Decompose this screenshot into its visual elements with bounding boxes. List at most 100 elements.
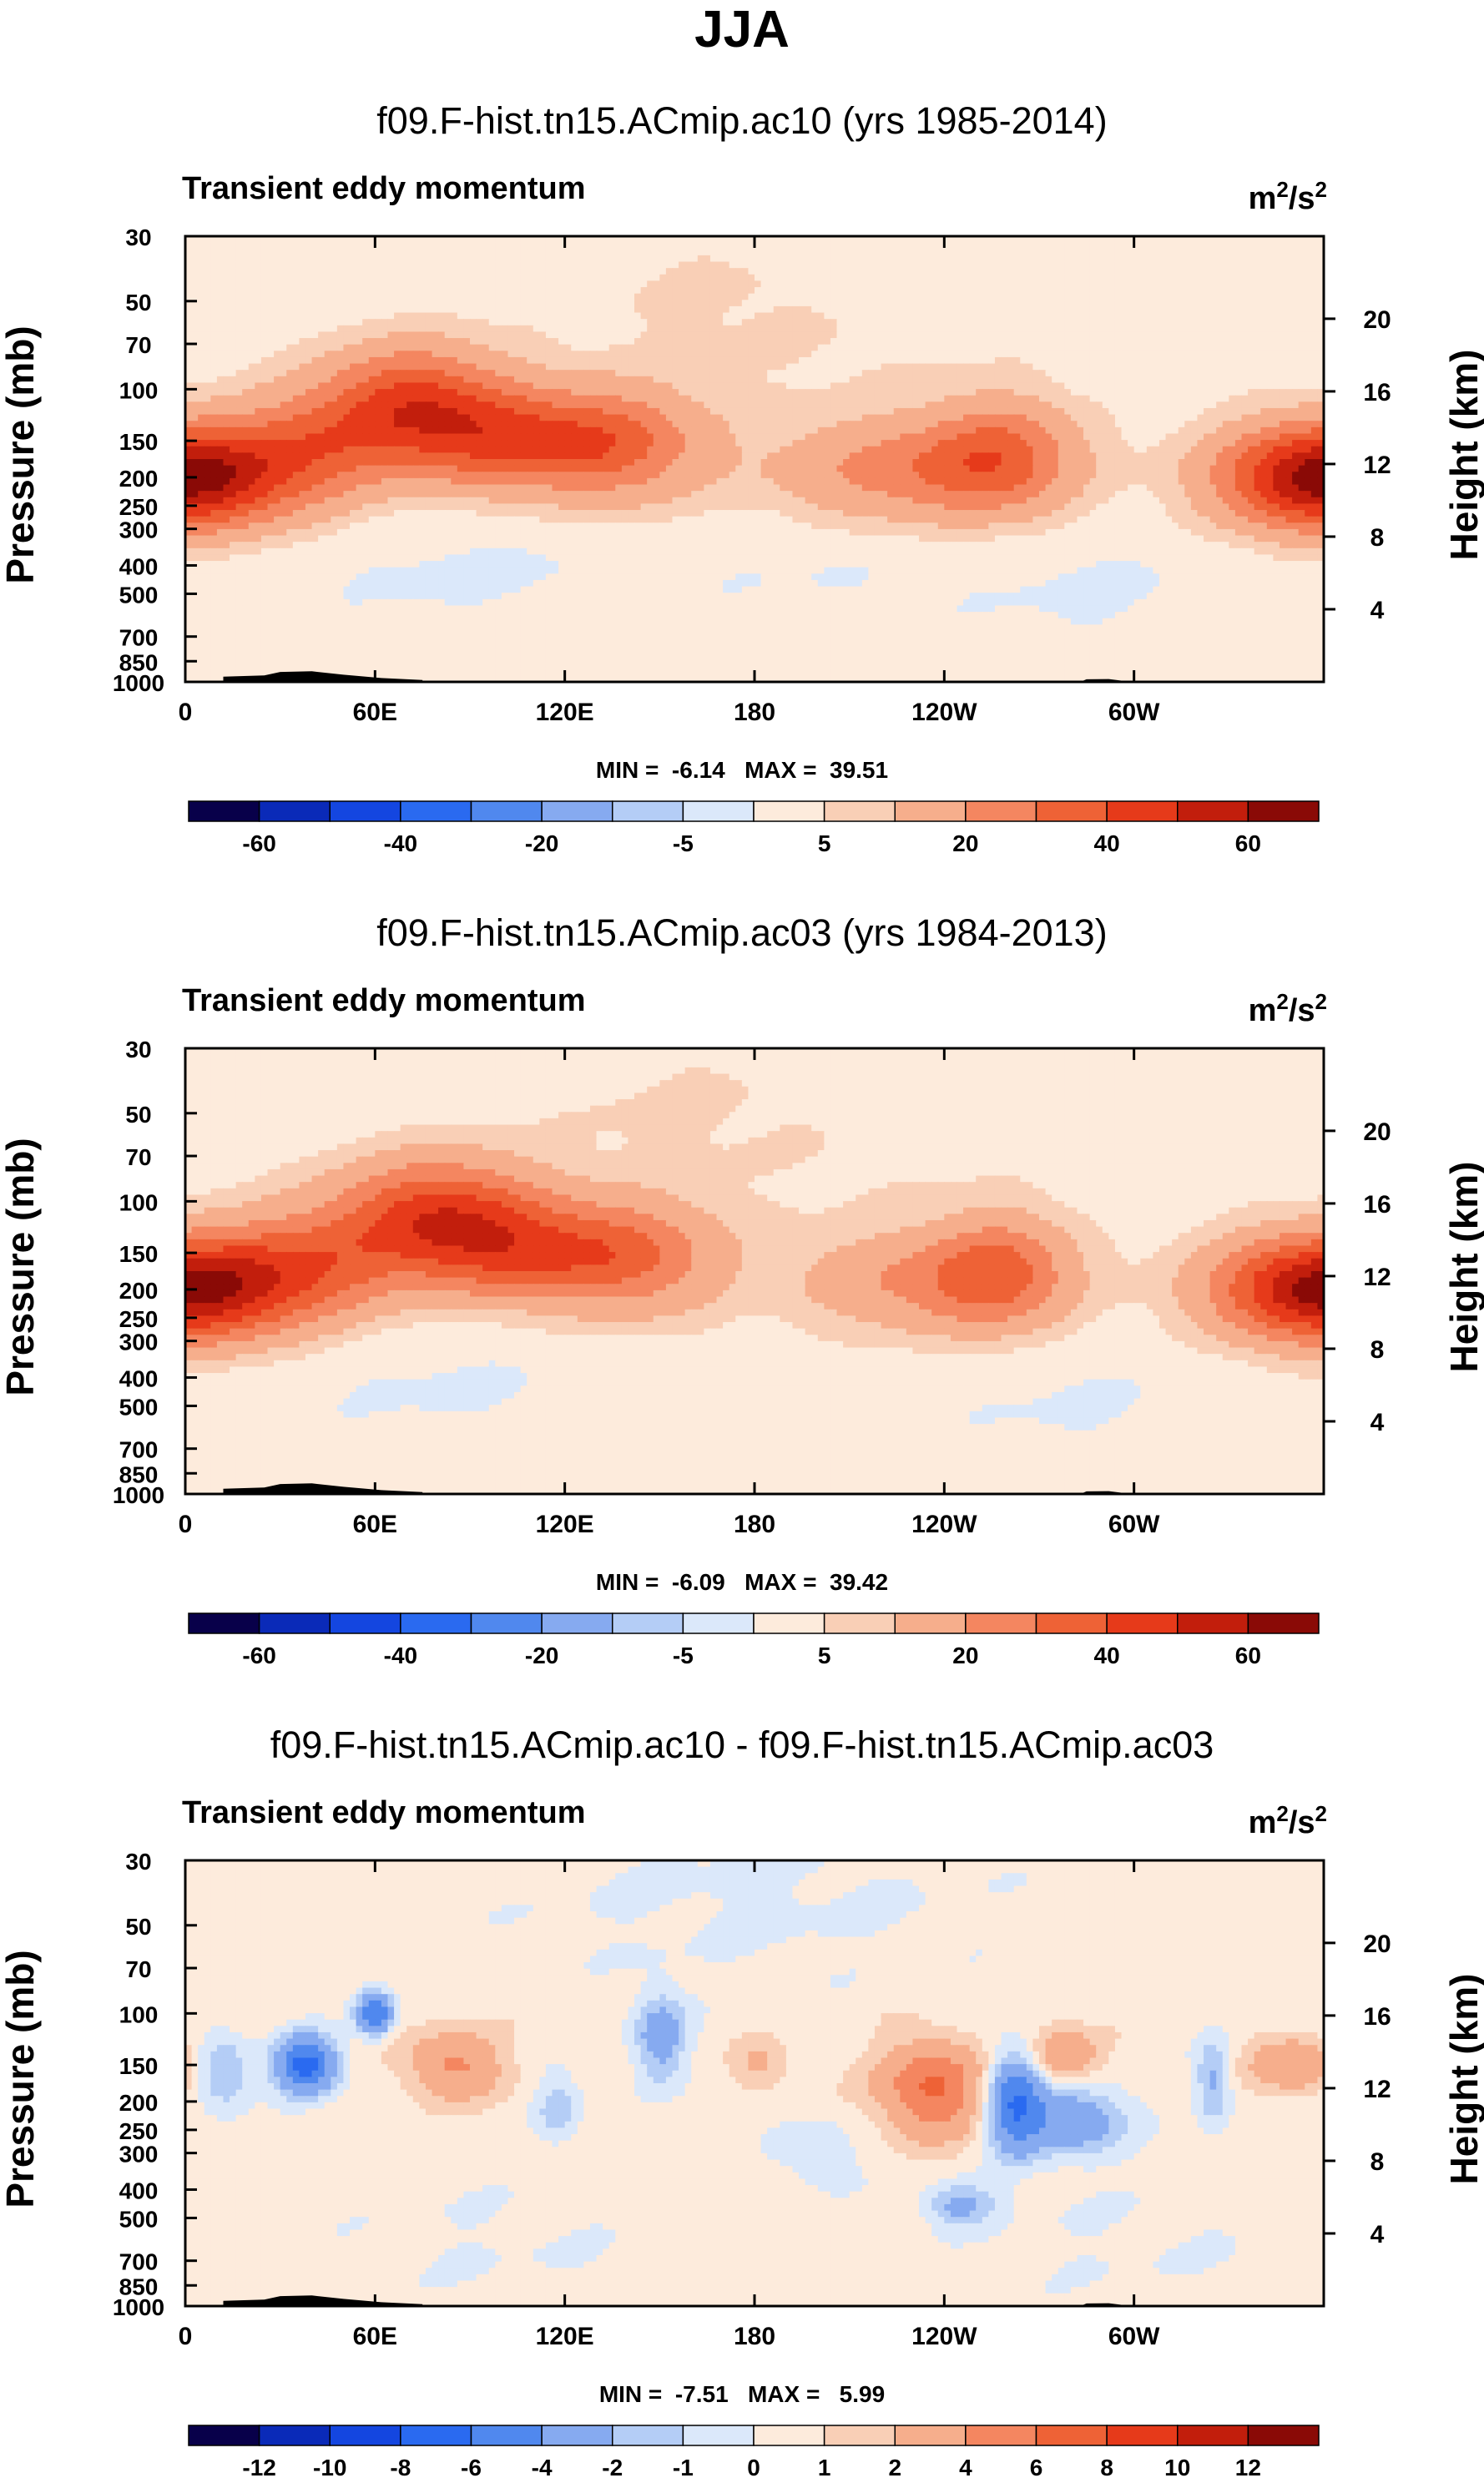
field-cell (1128, 287, 1135, 295)
field-cell (495, 356, 502, 365)
field-cell (1178, 300, 1185, 307)
field-cell (893, 401, 901, 409)
field-cell (1279, 401, 1287, 409)
field-cell (1153, 236, 1160, 244)
field-cell (647, 344, 654, 351)
field-cell (931, 249, 939, 256)
field-cell (1133, 325, 1141, 333)
field-cell (444, 389, 452, 396)
field-cell (1102, 274, 1109, 281)
field-cell (242, 325, 250, 333)
field-cell (545, 274, 553, 281)
field-cell (432, 395, 439, 402)
field-cell (274, 268, 281, 275)
field-cell (318, 344, 326, 351)
field-cell (1197, 268, 1204, 275)
field-cell (356, 401, 363, 409)
field-cell (412, 382, 420, 390)
field-cell (931, 356, 939, 365)
field-cell (665, 312, 674, 320)
field-cell (843, 338, 851, 346)
field-cell (760, 255, 768, 263)
field-cell (1229, 280, 1236, 288)
field-cell (900, 300, 907, 307)
field-cell (274, 331, 281, 339)
field-cell (1146, 376, 1153, 384)
field-cell (280, 249, 287, 256)
field-cell (755, 351, 762, 358)
field-cell (1020, 344, 1027, 351)
field-cell (495, 268, 502, 275)
field-cell (1146, 280, 1153, 288)
field-cell (792, 331, 800, 339)
field-cell (394, 242, 401, 250)
field-cell (697, 401, 704, 409)
field-cell (1032, 401, 1040, 409)
field-cell (861, 351, 869, 358)
field-cell (507, 287, 515, 295)
field-cell (1216, 331, 1224, 339)
field-cell (1292, 300, 1300, 307)
field-cell (1234, 389, 1243, 396)
field-cell (1273, 236, 1280, 244)
field-cell (723, 325, 730, 333)
field-cell (318, 319, 326, 326)
field-cell (893, 242, 901, 250)
field-cell (684, 325, 692, 333)
field-cell (887, 344, 895, 351)
field-cell (716, 242, 724, 250)
field-cell (1285, 249, 1293, 256)
field-cell (1158, 312, 1167, 320)
field-cell (583, 305, 591, 314)
field-cell (242, 401, 250, 409)
field-cell (1229, 268, 1236, 275)
field-cell (716, 255, 724, 263)
field-cell (356, 363, 363, 371)
field-cell (299, 268, 306, 275)
field-cell (1096, 363, 1103, 371)
field-cell (1197, 242, 1204, 250)
field-cell (1070, 389, 1078, 396)
field-cell (1013, 389, 1021, 396)
field-cell (1317, 249, 1324, 256)
field-cell (412, 344, 420, 351)
field-cell (729, 242, 736, 250)
field-cell (900, 382, 907, 390)
field-cell (1077, 356, 1084, 365)
field-cell (210, 325, 218, 333)
field-cell (482, 389, 490, 396)
field-cell (976, 331, 983, 339)
field-cell (1285, 268, 1293, 275)
field-cell (957, 401, 964, 409)
field-cell (735, 407, 743, 416)
field-cell (811, 268, 819, 275)
field-cell (982, 382, 989, 390)
field-cell (1083, 325, 1091, 333)
field-cell (621, 274, 629, 281)
field-cell (1158, 274, 1167, 281)
field-cell (912, 287, 920, 295)
field-cell (1298, 236, 1305, 244)
field-cell (723, 376, 730, 384)
field-cell (716, 363, 724, 371)
field-cell (514, 287, 522, 295)
field-cell (1204, 280, 1211, 288)
field-cell (1248, 382, 1255, 390)
field-cell (1045, 249, 1052, 256)
field-cell (653, 280, 660, 288)
field-cell (223, 293, 230, 300)
field-cell (1146, 344, 1153, 351)
field-cell (1248, 325, 1255, 333)
field-cell (805, 351, 812, 358)
field-cell (893, 268, 901, 275)
field-cell (843, 268, 851, 275)
field-cell (235, 363, 243, 371)
field-cell (1216, 370, 1224, 377)
field-cell (260, 287, 269, 295)
field-cell (1279, 395, 1287, 402)
field-cell (1165, 401, 1173, 409)
field-cell (634, 370, 642, 377)
field-cell (1310, 363, 1319, 371)
field-cell (659, 261, 667, 269)
field-cell (836, 363, 844, 371)
